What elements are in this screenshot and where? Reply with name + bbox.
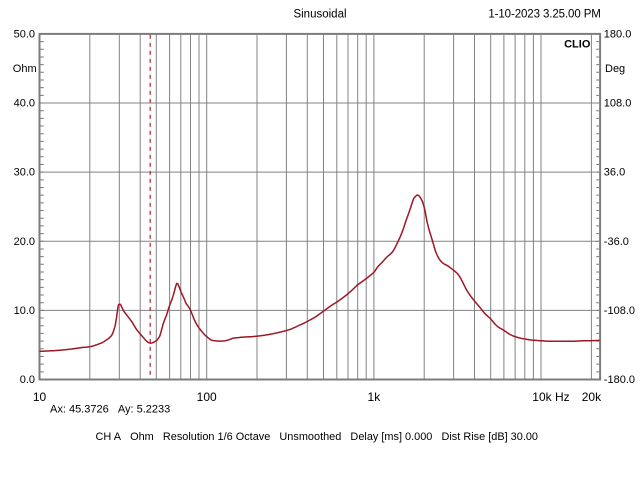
- svg-text:10.0: 10.0: [14, 305, 35, 317]
- svg-text:Deg: Deg: [605, 63, 625, 75]
- svg-text:10k Hz: 10k Hz: [532, 390, 569, 404]
- svg-text:-36.0: -36.0: [604, 236, 629, 248]
- svg-text:10: 10: [33, 390, 47, 404]
- svg-text:-180.0: -180.0: [604, 374, 635, 386]
- svg-text:0.0: 0.0: [20, 374, 35, 386]
- svg-text:Sinusoidal: Sinusoidal: [293, 8, 346, 20]
- svg-text:1k: 1k: [368, 390, 382, 404]
- svg-text:Ax: 45.3726 Ay: 5.2233: Ax: 45.3726 Ay: 5.2233: [50, 404, 170, 416]
- svg-text:CH A Ohm Resolution 1/6 Oc: CH A Ohm Resolution 1/6 Octave Unsmoothe…: [96, 431, 539, 443]
- svg-text:20.0: 20.0: [14, 236, 35, 248]
- svg-text:30.0: 30.0: [14, 167, 35, 179]
- svg-text:50.0: 50.0: [14, 29, 35, 41]
- svg-text:1-10-2023 3.25.00 PM: 1-10-2023 3.25.00 PM: [488, 8, 600, 20]
- svg-text:36.0: 36.0: [604, 167, 625, 179]
- svg-text:Ohm: Ohm: [13, 63, 37, 75]
- svg-text:20k: 20k: [582, 390, 602, 404]
- svg-text:100: 100: [197, 390, 217, 404]
- svg-text:40.0: 40.0: [14, 98, 35, 110]
- svg-text:-108.0: -108.0: [604, 305, 635, 317]
- svg-text:108.0: 108.0: [604, 98, 632, 110]
- svg-text:180.0: 180.0: [604, 29, 632, 41]
- svg-text:CLIO: CLIO: [564, 39, 591, 51]
